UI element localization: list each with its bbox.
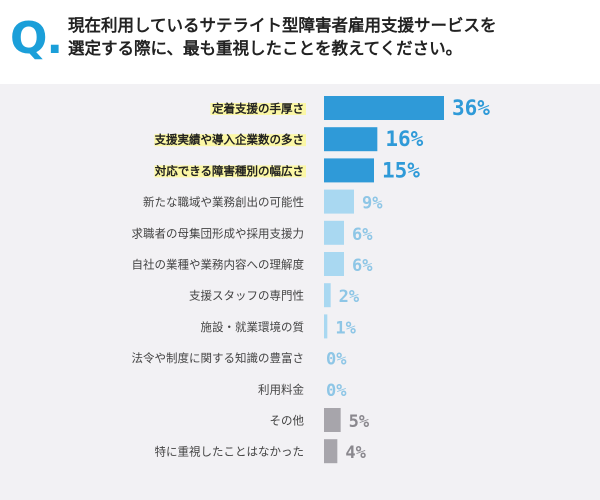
category-label: 施設・就業環境の質 [201, 320, 305, 334]
bar [324, 96, 444, 120]
value-label: 5% [349, 412, 370, 432]
question-header: Q. 現在利用しているサテライト型障害者雇用支援サービスを 選定する際に、最も重… [0, 0, 600, 82]
bar [324, 189, 354, 214]
bar [324, 252, 344, 276]
value-label: 16% [385, 127, 423, 151]
value-label: 15% [382, 158, 420, 182]
value-label: 0% [326, 350, 347, 370]
bar [324, 220, 344, 245]
category-label: 求職者の母集団形成や採用支援力 [132, 226, 305, 240]
category-label: 対応できる障害種別の幅広さ [154, 164, 304, 178]
value-label: 9% [362, 194, 383, 214]
value-label: 36% [452, 96, 490, 120]
chart-panel [0, 84, 600, 500]
value-label: 0% [326, 381, 347, 401]
question-text: 現在利用しているサテライト型障害者雇用支援サービスを 選定する際に、最も重視した… [68, 14, 588, 60]
category-label-highlight [154, 134, 306, 147]
bar [324, 127, 378, 152]
value-label: 1% [335, 318, 356, 338]
question-text-line-2: 選定する際に、最も重視したことを教えてください。 [68, 39, 463, 58]
bar [324, 408, 341, 432]
bar [324, 314, 328, 339]
category-label-highlight [210, 103, 306, 115]
category-label: 支援実績や導入企業数の多さ [154, 133, 305, 147]
question-mark: Q. [10, 13, 63, 64]
bar [324, 439, 338, 464]
category-label: 法令や制度に関する知識の豊富さ [132, 351, 305, 365]
category-label: 特に重視したことはなかった [155, 445, 305, 459]
value-label: 6% [352, 225, 373, 245]
question-text-line-1: 現在利用しているサテライト型障害者雇用支援サービスを [68, 16, 497, 35]
category-label: その他 [270, 414, 305, 428]
category-label: 支援スタッフの専門性 [189, 289, 304, 303]
value-label: 6% [352, 256, 373, 276]
category-label: 利用料金 [258, 382, 304, 396]
bar [324, 158, 374, 183]
category-label: 新たな職域や業務創出の可能性 [143, 195, 304, 209]
bar [324, 283, 331, 308]
category-label-highlight [154, 165, 306, 178]
category-label: 自社の業種や業務内容への理解度 [132, 258, 305, 272]
category-label: 定着支援の手厚さ [212, 102, 304, 116]
value-label: 4% [345, 443, 366, 463]
value-label: 2% [339, 287, 360, 307]
